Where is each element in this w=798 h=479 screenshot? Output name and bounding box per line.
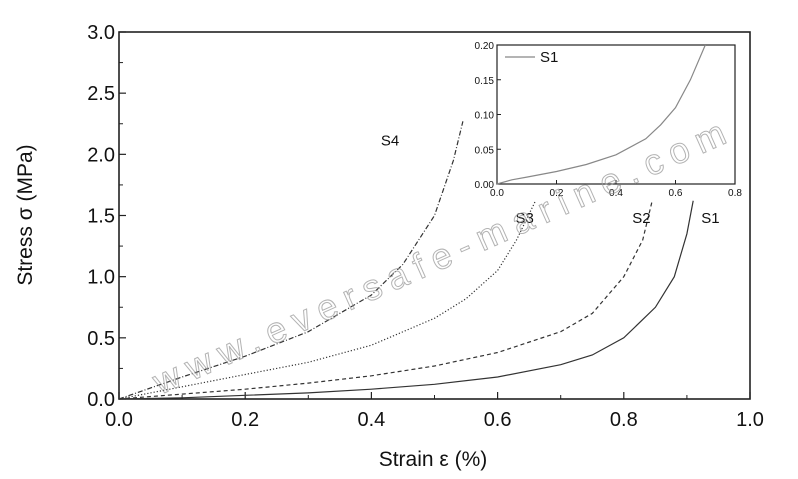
- series-label-s2: S2: [632, 210, 650, 227]
- x-tick-label: 0.4: [357, 409, 385, 431]
- inset-x-tick-label: 0.8: [728, 188, 742, 199]
- x-tick-label: 0.8: [610, 409, 638, 431]
- x-tick-label: 0.6: [484, 409, 512, 431]
- series-line-s2: [118, 200, 653, 400]
- inset-x-tick-label: 0.6: [669, 188, 683, 199]
- y-tick-label: 1.0: [87, 267, 115, 289]
- y-tick-label: 0.5: [87, 328, 115, 350]
- y-tick-label: 0.0: [87, 389, 115, 411]
- inset-y-tick-label: 0.00: [475, 180, 495, 191]
- inset-series-line-s1: [496, 44, 706, 185]
- series-label-s1: S1: [701, 210, 719, 227]
- inset-x-tick-label: 0.0: [490, 188, 504, 199]
- y-axis-title: Stress σ (MPa): [14, 144, 37, 285]
- inset-x-tick-label: 0.2: [550, 188, 564, 199]
- x-tick-label: 1.0: [736, 409, 764, 431]
- series-label-s4: S4: [381, 132, 399, 149]
- inset-y-tick-label: 0.05: [475, 145, 495, 156]
- series-line-s1: [118, 200, 694, 400]
- x-axis-title: Strain ε (%): [379, 448, 488, 471]
- y-tick-label: 3.0: [87, 22, 115, 44]
- x-tick-label: 0.2: [231, 409, 259, 431]
- inset-legend-label: S1: [540, 49, 558, 66]
- inset-y-tick-label: 0.15: [475, 76, 495, 87]
- y-tick-label: 1.5: [87, 206, 115, 228]
- inset-plot: 0.0 0.2 0.4 0.6 0.8 0.00 0.05 0.10 0.15 0.20 S1: [475, 41, 743, 199]
- inset-y-tick-label: 0.20: [475, 41, 495, 52]
- watermark: www.eversafe-marine.com: [146, 108, 740, 403]
- y-tick-label: 2.5: [87, 83, 115, 105]
- series-label-s3: S3: [515, 210, 533, 227]
- inset-y-tick-label: 0.10: [475, 111, 495, 122]
- main-plot-series: S1 S2 S3 S4: [118, 121, 720, 400]
- series-line-s4: [118, 121, 464, 400]
- inset-x-tick-label: 0.4: [609, 188, 623, 199]
- y-tick-label: 2.0: [87, 144, 115, 166]
- x-tick-label: 0.0: [105, 409, 133, 431]
- series-line-s3: [118, 200, 537, 400]
